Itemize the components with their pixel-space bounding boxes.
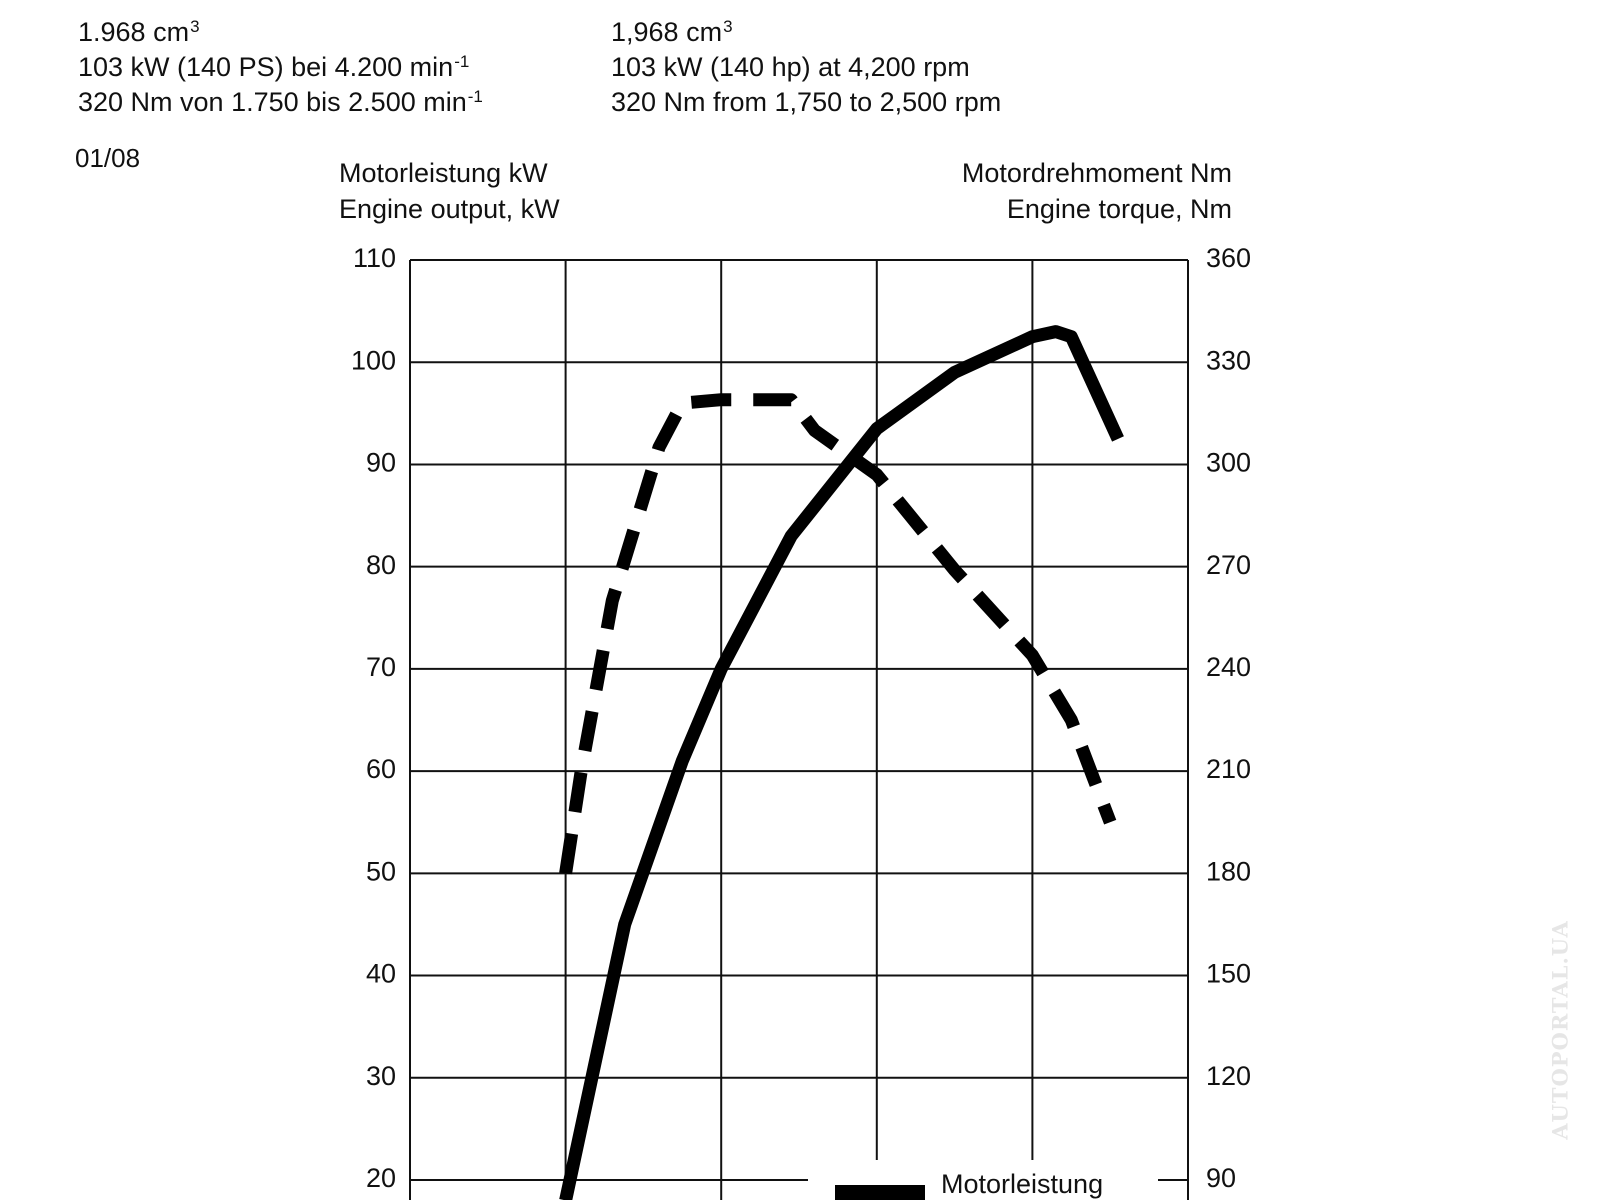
spec-displacement-en: 1,968 cm3	[611, 16, 733, 47]
left-tick-label: 50	[366, 856, 396, 886]
left-tick-label: 30	[366, 1061, 396, 1091]
spec-block-english: 1,968 cm3 103 kW (140 hp) at 4,200 rpm 3…	[611, 15, 1001, 120]
date-label: 01/08	[75, 143, 141, 173]
left-tick-label: 100	[351, 345, 396, 375]
left-axis-title-en: Engine output, kW	[339, 194, 560, 224]
right-tick-label: 240	[1206, 652, 1251, 682]
right-axis-title: Motordrehmoment Nm Engine torque, Nm	[962, 155, 1232, 227]
spec-displacement-de: 1.968 cm3	[78, 16, 200, 47]
left-tick-label: 40	[366, 959, 396, 989]
spec-power-en: 103 kW (140 hp) at 4,200 rpm	[611, 52, 970, 82]
spec-torque-en: 320 Nm from 1,750 to 2,500 rpm	[611, 87, 1002, 117]
right-axis-title-de: Motordrehmoment Nm	[961, 158, 1232, 188]
spec-torque-de: 320 Nm von 1.750 bis 2.500 min-1	[78, 86, 483, 117]
left-axis-title-de: Motorleistung kW	[339, 158, 548, 188]
right-axis-title-en: Engine torque, Nm	[1006, 194, 1232, 224]
left-tick-label: 70	[366, 652, 396, 682]
spec-block-german: 1.968 cm3 103 kW (140 PS) bei 4.200 min-…	[78, 15, 483, 120]
right-tick-label: 210	[1206, 754, 1251, 784]
right-tick-label: 330	[1206, 345, 1251, 375]
legend-label: Motorleistung	[941, 1169, 1103, 1199]
right-tick-label: 180	[1206, 856, 1251, 886]
right-tick-label: 300	[1206, 448, 1251, 478]
right-tick-label: 150	[1206, 959, 1251, 989]
torque-line	[559, 393, 1117, 875]
right-tick-label: 120	[1206, 1061, 1251, 1091]
left-tick-label: 60	[366, 754, 396, 784]
right-tick-label: 90	[1206, 1163, 1236, 1193]
right-tick-label: 270	[1206, 550, 1251, 580]
chart-grid	[409, 259, 1189, 1200]
right-tick-label: 360	[1206, 243, 1251, 273]
left-tick-label: 90	[366, 448, 396, 478]
left-tick-label: 110	[353, 243, 396, 273]
left-tick-label: 80	[366, 550, 396, 580]
power-line	[559, 325, 1124, 1200]
chart-legend: Motorleistung	[808, 1160, 1158, 1200]
chart-series	[559, 325, 1124, 1200]
left-tick-label: 20	[366, 1163, 396, 1193]
right-axis-ticks: 360 330 300 270 240 210 180 150 120 90	[1206, 243, 1251, 1193]
watermark: AUTOPORTAL.UA	[1547, 920, 1573, 1140]
spec-power-de: 103 kW (140 PS) bei 4.200 min-1	[78, 51, 470, 82]
left-axis-ticks: 110 100 90 80 70 60 50 40 30 20	[351, 243, 396, 1193]
left-axis-title: Motorleistung kW Engine output, kW	[339, 155, 560, 227]
